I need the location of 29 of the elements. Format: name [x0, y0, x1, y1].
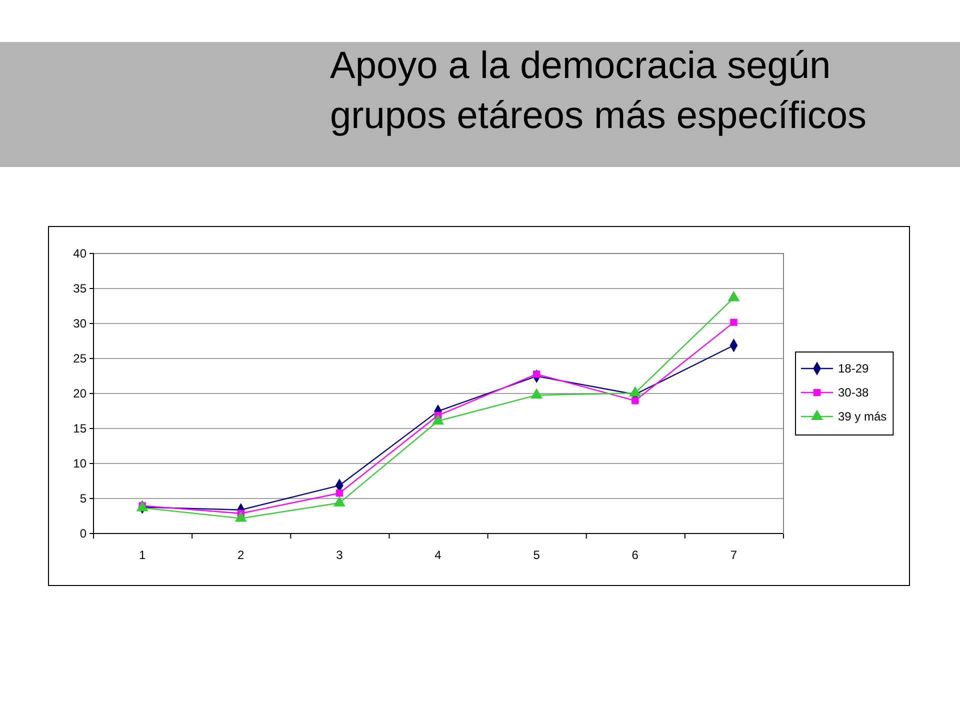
x-tick-label: 1: [138, 548, 146, 562]
y-tick-label: 25: [73, 351, 87, 366]
y-tick-label: 5: [80, 491, 87, 506]
x-tick-label: 4: [434, 548, 442, 562]
x-tick-label: 2: [238, 548, 245, 562]
point: [530, 388, 542, 399]
point: [632, 397, 639, 404]
point: [730, 318, 738, 326]
x-tick-label: 5: [533, 548, 540, 562]
point: [629, 386, 641, 396]
x-tick-label: 3: [336, 548, 344, 562]
y-tick-label: 35: [73, 281, 87, 296]
y-tick-label: 15: [73, 421, 87, 436]
legend-label: 18-29: [838, 362, 870, 376]
y-tick-label: 0: [80, 526, 87, 540]
y-tick-label: 40: [73, 246, 87, 260]
y-tick-label: 20: [73, 386, 87, 400]
x-tick-label: 7: [730, 548, 738, 562]
point: [235, 512, 247, 522]
point: [336, 490, 343, 497]
x-tick-label: 6: [632, 548, 639, 562]
point: [728, 291, 740, 302]
point: [334, 496, 346, 506]
legend-label: 30-38: [838, 386, 870, 400]
y-tick-label: 30: [73, 316, 87, 330]
legend-label: 39 y más: [838, 410, 887, 424]
point: [432, 414, 444, 424]
y-tick-label: 10: [73, 456, 87, 470]
chart-title: Apoyo a la democracia según grupos etáreos más específicos: [330, 45, 866, 137]
